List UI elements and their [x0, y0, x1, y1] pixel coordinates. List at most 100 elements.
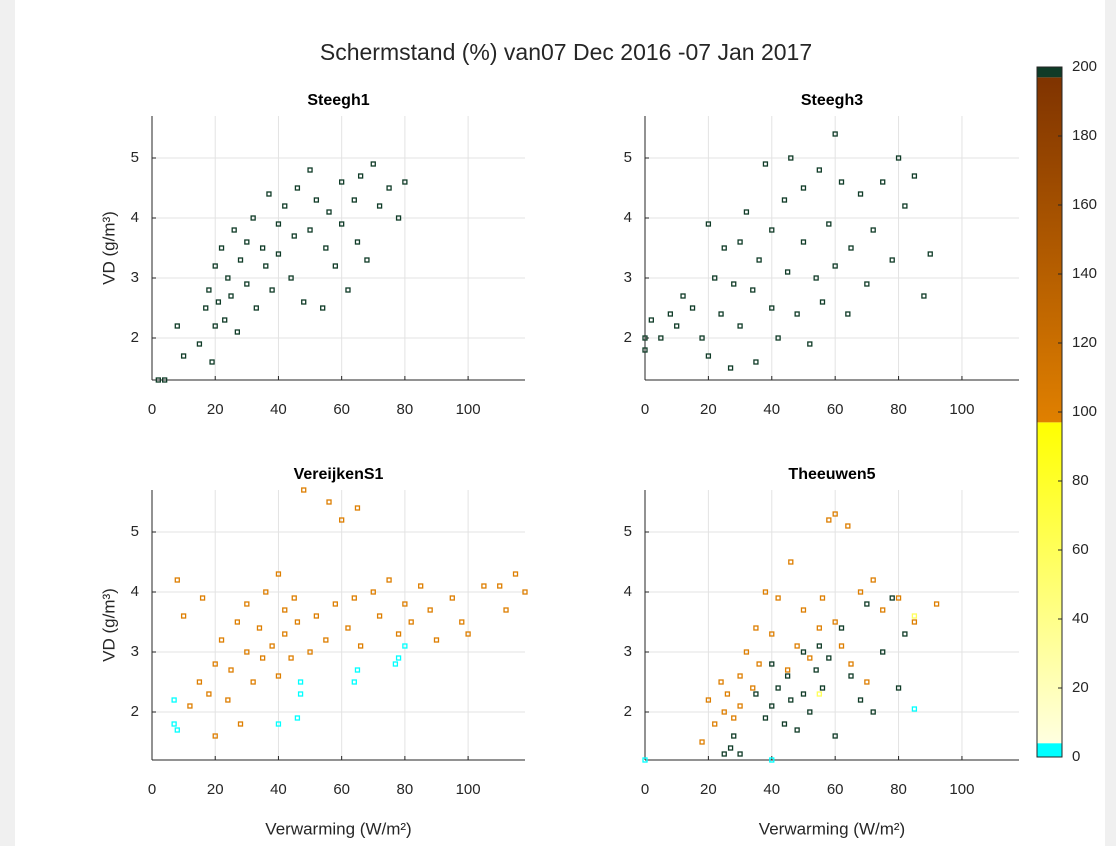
- y-tick-label: 4: [624, 583, 632, 600]
- x-tick-label: 60: [827, 401, 844, 418]
- point: [174, 323, 180, 329]
- point: [275, 251, 282, 257]
- point: [864, 281, 870, 287]
- point: [263, 263, 269, 269]
- point: [813, 275, 819, 281]
- colorbar-tick-label: 140: [1072, 265, 1097, 282]
- point: [339, 517, 345, 523]
- point: [297, 691, 304, 697]
- point: [870, 709, 876, 715]
- point: [234, 329, 240, 335]
- x-tick-label: 40: [270, 401, 287, 418]
- point: [838, 179, 845, 185]
- point: [497, 583, 503, 589]
- point: [196, 341, 203, 347]
- x-tick-label: 100: [949, 401, 974, 418]
- point: [775, 335, 781, 341]
- point: [212, 323, 218, 329]
- point: [880, 607, 886, 613]
- point: [339, 179, 345, 185]
- x-tick-label: 20: [700, 781, 717, 798]
- x-tick-label: 100: [949, 781, 974, 798]
- point: [674, 323, 680, 329]
- point: [203, 305, 209, 311]
- point: [282, 607, 288, 613]
- point: [244, 649, 250, 655]
- point: [282, 631, 288, 637]
- point: [816, 643, 822, 649]
- point: [376, 203, 383, 209]
- point: [326, 209, 332, 215]
- point: [351, 679, 357, 685]
- axes-background: [645, 116, 1019, 380]
- point: [845, 523, 851, 529]
- point: [234, 619, 240, 625]
- point: [307, 167, 313, 173]
- y-tick-label: 5: [624, 523, 632, 540]
- point: [784, 269, 791, 275]
- x-tick-label: 80: [397, 401, 414, 418]
- point: [386, 577, 392, 583]
- colorbar-tick-label: 60: [1072, 541, 1089, 558]
- point: [263, 589, 269, 595]
- point: [658, 335, 664, 341]
- point: [731, 715, 737, 721]
- x-tick-label: 40: [270, 781, 287, 798]
- point: [753, 359, 759, 365]
- point: [244, 239, 250, 245]
- point: [155, 377, 161, 383]
- point: [269, 287, 275, 293]
- colorbar-tick-label: 40: [1072, 610, 1089, 627]
- point: [228, 667, 234, 673]
- point: [756, 661, 762, 667]
- point: [807, 341, 813, 347]
- point: [680, 293, 686, 299]
- point: [332, 601, 338, 607]
- point: [449, 595, 455, 601]
- point: [769, 305, 775, 311]
- point: [301, 487, 307, 493]
- point: [769, 227, 775, 233]
- x-tick-label: 0: [641, 401, 649, 418]
- x-tick-label: 40: [763, 401, 780, 418]
- point: [402, 179, 408, 185]
- colorbar-segment: [1037, 422, 1062, 744]
- point: [351, 595, 357, 601]
- point: [895, 685, 902, 691]
- y-tick-label: 4: [624, 209, 632, 226]
- x-axis-label: Verwarming (W/m²): [759, 819, 905, 838]
- point: [294, 715, 301, 721]
- point: [275, 673, 282, 679]
- point: [288, 655, 294, 661]
- point: [301, 299, 307, 305]
- point: [269, 643, 275, 649]
- point: [775, 595, 781, 601]
- point: [402, 601, 408, 607]
- point: [345, 625, 351, 631]
- point: [215, 299, 222, 305]
- point: [699, 335, 705, 341]
- point: [743, 649, 750, 655]
- point: [731, 281, 737, 287]
- point: [816, 167, 822, 173]
- point: [642, 347, 648, 353]
- point: [832, 511, 838, 517]
- x-tick-label: 0: [148, 781, 156, 798]
- point: [857, 589, 864, 595]
- y-tick-label: 3: [131, 643, 139, 660]
- y-tick-label: 3: [624, 269, 632, 286]
- point: [718, 311, 724, 317]
- point: [376, 613, 383, 619]
- point: [838, 643, 845, 649]
- colorbar-tick-label: 120: [1072, 334, 1097, 351]
- point: [291, 233, 297, 239]
- point: [354, 505, 361, 511]
- point: [838, 625, 845, 631]
- point: [465, 631, 471, 637]
- point: [642, 335, 648, 341]
- point: [418, 583, 424, 589]
- point: [769, 757, 775, 763]
- point: [737, 751, 743, 757]
- point: [737, 239, 743, 245]
